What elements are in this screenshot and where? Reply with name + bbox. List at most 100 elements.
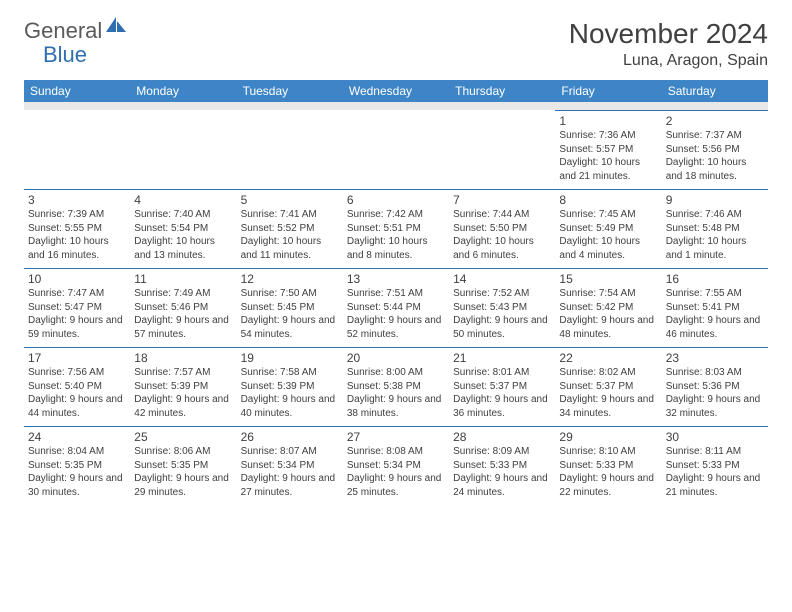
day-cell: 23Sunrise: 8:03 AMSunset: 5:36 PMDayligh… <box>662 348 768 427</box>
day-info: Sunrise: 7:58 AMSunset: 5:39 PMDaylight:… <box>241 366 339 420</box>
day-cell <box>130 111 236 190</box>
day-info: Sunrise: 7:51 AMSunset: 5:44 PMDaylight:… <box>347 287 445 341</box>
dayhead-fri: Friday <box>555 80 661 102</box>
week-row: 1Sunrise: 7:36 AMSunset: 5:57 PMDaylight… <box>24 111 768 190</box>
day-number: 9 <box>666 193 764 207</box>
dayhead-mon: Monday <box>130 80 236 102</box>
day-cell: 8Sunrise: 7:45 AMSunset: 5:49 PMDaylight… <box>555 190 661 269</box>
day-number: 8 <box>559 193 657 207</box>
logo-text-general: General <box>24 18 102 44</box>
day-cell: 20Sunrise: 8:00 AMSunset: 5:38 PMDayligh… <box>343 348 449 427</box>
dayhead-sat: Saturday <box>662 80 768 102</box>
day-number: 18 <box>134 351 232 365</box>
day-info: Sunrise: 7:36 AMSunset: 5:57 PMDaylight:… <box>559 129 657 183</box>
day-cell: 22Sunrise: 8:02 AMSunset: 5:37 PMDayligh… <box>555 348 661 427</box>
day-info: Sunrise: 7:54 AMSunset: 5:42 PMDaylight:… <box>559 287 657 341</box>
day-number: 17 <box>28 351 126 365</box>
day-info: Sunrise: 8:08 AMSunset: 5:34 PMDaylight:… <box>347 445 445 499</box>
dayhead-tue: Tuesday <box>237 80 343 102</box>
day-info: Sunrise: 7:56 AMSunset: 5:40 PMDaylight:… <box>28 366 126 420</box>
day-cell: 12Sunrise: 7:50 AMSunset: 5:45 PMDayligh… <box>237 269 343 348</box>
day-cell: 4Sunrise: 7:40 AMSunset: 5:54 PMDaylight… <box>130 190 236 269</box>
day-cell: 14Sunrise: 7:52 AMSunset: 5:43 PMDayligh… <box>449 269 555 348</box>
day-number: 24 <box>28 430 126 444</box>
day-info: Sunrise: 8:04 AMSunset: 5:35 PMDaylight:… <box>28 445 126 499</box>
day-info: Sunrise: 7:57 AMSunset: 5:39 PMDaylight:… <box>134 366 232 420</box>
day-cell: 13Sunrise: 7:51 AMSunset: 5:44 PMDayligh… <box>343 269 449 348</box>
day-info: Sunrise: 8:11 AMSunset: 5:33 PMDaylight:… <box>666 445 764 499</box>
day-cell: 27Sunrise: 8:08 AMSunset: 5:34 PMDayligh… <box>343 427 449 506</box>
day-cell <box>237 111 343 190</box>
day-cell: 6Sunrise: 7:42 AMSunset: 5:51 PMDaylight… <box>343 190 449 269</box>
location-text: Luna, Aragon, Spain <box>569 52 768 70</box>
day-cell: 11Sunrise: 7:49 AMSunset: 5:46 PMDayligh… <box>130 269 236 348</box>
day-number: 6 <box>347 193 445 207</box>
day-info: Sunrise: 8:06 AMSunset: 5:35 PMDaylight:… <box>134 445 232 499</box>
day-info: Sunrise: 7:37 AMSunset: 5:56 PMDaylight:… <box>666 129 764 183</box>
day-cell: 29Sunrise: 8:10 AMSunset: 5:33 PMDayligh… <box>555 427 661 506</box>
day-cell: 9Sunrise: 7:46 AMSunset: 5:48 PMDaylight… <box>662 190 768 269</box>
day-header-row: Sunday Monday Tuesday Wednesday Thursday… <box>24 80 768 102</box>
day-info: Sunrise: 7:42 AMSunset: 5:51 PMDaylight:… <box>347 208 445 262</box>
day-number: 2 <box>666 114 764 128</box>
day-info: Sunrise: 7:44 AMSunset: 5:50 PMDaylight:… <box>453 208 551 262</box>
day-cell <box>24 111 130 190</box>
week-row: 17Sunrise: 7:56 AMSunset: 5:40 PMDayligh… <box>24 348 768 427</box>
day-info: Sunrise: 7:52 AMSunset: 5:43 PMDaylight:… <box>453 287 551 341</box>
logo-text-blue: Blue <box>43 42 87 67</box>
day-number: 29 <box>559 430 657 444</box>
week-row: 3Sunrise: 7:39 AMSunset: 5:55 PMDaylight… <box>24 190 768 269</box>
day-number: 4 <box>134 193 232 207</box>
day-info: Sunrise: 8:03 AMSunset: 5:36 PMDaylight:… <box>666 366 764 420</box>
day-number: 20 <box>347 351 445 365</box>
logo-sail-icon <box>106 17 128 38</box>
day-number: 12 <box>241 272 339 286</box>
weeks-table: 1Sunrise: 7:36 AMSunset: 5:57 PMDaylight… <box>24 110 768 505</box>
day-cell: 18Sunrise: 7:57 AMSunset: 5:39 PMDayligh… <box>130 348 236 427</box>
day-info: Sunrise: 8:00 AMSunset: 5:38 PMDaylight:… <box>347 366 445 420</box>
day-number: 5 <box>241 193 339 207</box>
day-number: 22 <box>559 351 657 365</box>
day-info: Sunrise: 8:09 AMSunset: 5:33 PMDaylight:… <box>453 445 551 499</box>
day-info: Sunrise: 8:10 AMSunset: 5:33 PMDaylight:… <box>559 445 657 499</box>
day-cell: 3Sunrise: 7:39 AMSunset: 5:55 PMDaylight… <box>24 190 130 269</box>
dayhead-sun: Sunday <box>24 80 130 102</box>
day-info: Sunrise: 7:39 AMSunset: 5:55 PMDaylight:… <box>28 208 126 262</box>
day-number: 19 <box>241 351 339 365</box>
title-block: November 2024 Luna, Aragon, Spain <box>569 18 768 70</box>
day-cell: 26Sunrise: 8:07 AMSunset: 5:34 PMDayligh… <box>237 427 343 506</box>
day-cell <box>449 111 555 190</box>
day-number: 15 <box>559 272 657 286</box>
day-number: 25 <box>134 430 232 444</box>
logo-blue-wrap: Blue <box>44 42 87 68</box>
day-number: 28 <box>453 430 551 444</box>
day-cell: 24Sunrise: 8:04 AMSunset: 5:35 PMDayligh… <box>24 427 130 506</box>
day-cell: 15Sunrise: 7:54 AMSunset: 5:42 PMDayligh… <box>555 269 661 348</box>
day-cell: 2Sunrise: 7:37 AMSunset: 5:56 PMDaylight… <box>662 111 768 190</box>
day-info: Sunrise: 7:50 AMSunset: 5:45 PMDaylight:… <box>241 287 339 341</box>
logo: General <box>24 18 130 44</box>
day-cell: 5Sunrise: 7:41 AMSunset: 5:52 PMDaylight… <box>237 190 343 269</box>
day-cell: 17Sunrise: 7:56 AMSunset: 5:40 PMDayligh… <box>24 348 130 427</box>
day-cell: 28Sunrise: 8:09 AMSunset: 5:33 PMDayligh… <box>449 427 555 506</box>
day-cell: 30Sunrise: 8:11 AMSunset: 5:33 PMDayligh… <box>662 427 768 506</box>
day-number: 13 <box>347 272 445 286</box>
day-number: 27 <box>347 430 445 444</box>
day-info: Sunrise: 7:55 AMSunset: 5:41 PMDaylight:… <box>666 287 764 341</box>
day-info: Sunrise: 7:45 AMSunset: 5:49 PMDaylight:… <box>559 208 657 262</box>
day-info: Sunrise: 8:07 AMSunset: 5:34 PMDaylight:… <box>241 445 339 499</box>
day-number: 1 <box>559 114 657 128</box>
day-cell: 10Sunrise: 7:47 AMSunset: 5:47 PMDayligh… <box>24 269 130 348</box>
day-info: Sunrise: 7:47 AMSunset: 5:47 PMDaylight:… <box>28 287 126 341</box>
day-info: Sunrise: 8:02 AMSunset: 5:37 PMDaylight:… <box>559 366 657 420</box>
day-number: 21 <box>453 351 551 365</box>
day-number: 7 <box>453 193 551 207</box>
day-number: 16 <box>666 272 764 286</box>
day-cell: 25Sunrise: 8:06 AMSunset: 5:35 PMDayligh… <box>130 427 236 506</box>
day-number: 3 <box>28 193 126 207</box>
week-row: 24Sunrise: 8:04 AMSunset: 5:35 PMDayligh… <box>24 427 768 506</box>
day-number: 11 <box>134 272 232 286</box>
day-info: Sunrise: 7:46 AMSunset: 5:48 PMDaylight:… <box>666 208 764 262</box>
dayhead-thu: Thursday <box>449 80 555 102</box>
day-number: 14 <box>453 272 551 286</box>
